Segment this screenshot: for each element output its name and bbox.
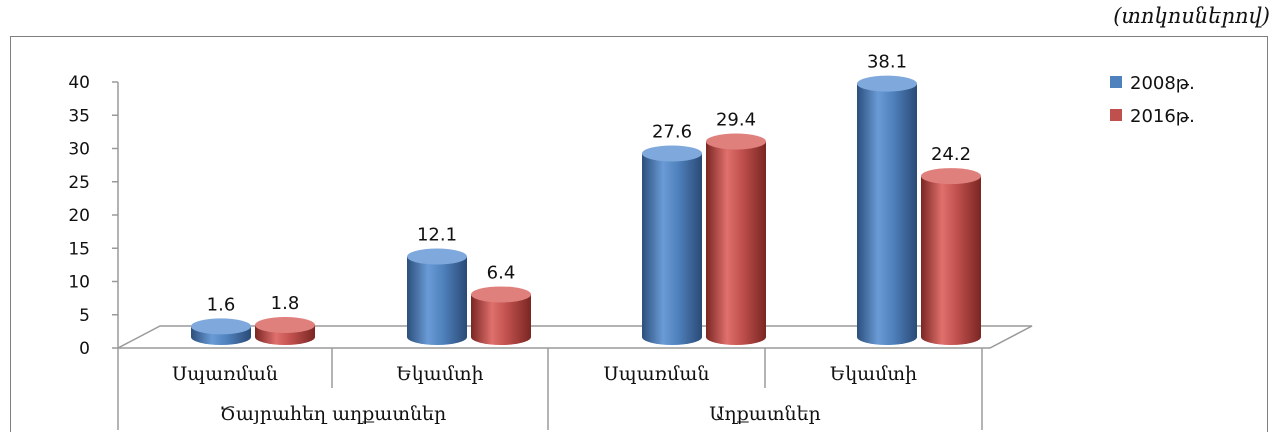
bar-value-label: 6.4 [487, 262, 516, 283]
value-label-layer: 1.6 12.1 27.6 38.1 1.8 6.4 29.4 24.2 [207, 52, 971, 316]
bar-body [407, 256, 467, 345]
bar-value-label: 24.2 [931, 144, 971, 165]
bar-series1-1 [407, 248, 467, 345]
bar-series2-2 [706, 133, 766, 345]
legend-swatch [1110, 76, 1122, 88]
bar-top [706, 133, 766, 150]
y-tick-label: 20 [68, 206, 90, 226]
y-tick-label: 15 [68, 239, 90, 259]
bar-layer [191, 75, 981, 345]
bar-body [706, 141, 766, 345]
bar-series2-1 [471, 286, 531, 345]
bar-top [857, 75, 917, 92]
bar-body [642, 153, 702, 345]
y-tick-label: 0 [79, 339, 90, 359]
bar-series1-3 [857, 75, 917, 345]
chart-floor [117, 325, 1033, 349]
category-label: Եկամտի [396, 363, 483, 385]
legend: 2008թ. 2016թ. [1110, 73, 1195, 127]
bar-value-label: 29.4 [716, 109, 756, 130]
legend-label: 2008թ. [1130, 73, 1195, 94]
y-tick-label: 40 [68, 73, 90, 93]
category-label: Սպառման [172, 363, 278, 385]
y-tick-label: 5 [79, 306, 90, 326]
unit-note: (տոկոսներով) [1113, 4, 1270, 28]
legend-swatch [1110, 109, 1122, 121]
bar-series1-0 [191, 318, 251, 345]
bar-top [407, 248, 467, 265]
category-label: Եկամտի [830, 363, 917, 385]
bar-top [191, 318, 251, 335]
bar-series2-0 [255, 317, 315, 345]
group-label: Աղքատներ [709, 403, 821, 425]
category-label: Սպառման [604, 363, 710, 385]
bar-value-label: 12.1 [417, 225, 457, 246]
chart-floor-plane [117, 325, 1033, 349]
bar-body [857, 83, 917, 345]
group-label: Ծայրահեղ աղքատներ [220, 403, 446, 425]
bar-value-label: 1.8 [271, 293, 300, 314]
category-axis: Սպառման Եկամտի Սպառման Եկամտի Ծայրահեղ աղքատ… [117, 348, 983, 430]
y-tick-label: 25 [68, 173, 90, 193]
bar-value-label: 27.6 [652, 121, 692, 142]
bar-top [255, 317, 315, 334]
bar-series1-2 [642, 145, 702, 345]
bar-value-label: 38.1 [867, 52, 907, 73]
bar-top [642, 145, 702, 162]
bar-top [921, 168, 981, 185]
bar-body [471, 294, 531, 345]
legend-label: 2016թ. [1130, 106, 1195, 127]
y-tick-label: 30 [68, 140, 90, 160]
y-tick-label: 35 [68, 106, 90, 126]
bar-body [921, 176, 981, 345]
bar-series2-3 [921, 168, 981, 345]
y-tick-label: 10 [68, 273, 90, 293]
bar-top [471, 286, 531, 303]
bar-value-label: 1.6 [207, 294, 236, 315]
axis-layer: 0 5 10 15 20 25 30 35 40 [68, 73, 119, 359]
chart-frame [10, 36, 1268, 432]
